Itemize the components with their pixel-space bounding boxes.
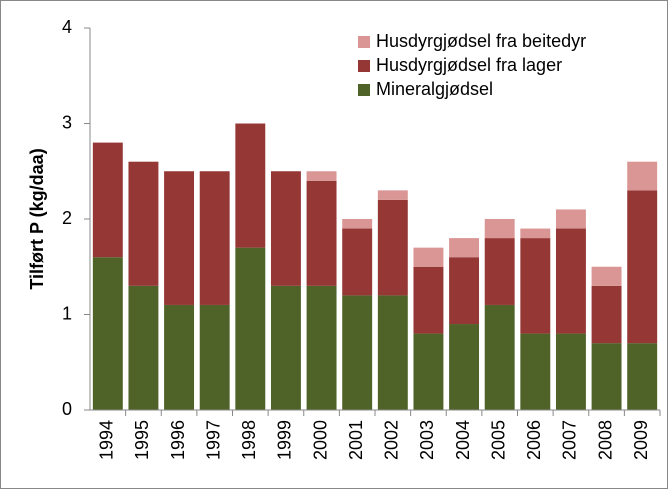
x-tick-label: 2004 — [453, 420, 473, 460]
bar-segment — [413, 247, 444, 267]
bar-segment — [413, 333, 444, 410]
bar-segment — [591, 343, 622, 410]
bar-segment — [92, 257, 123, 410]
bar-segment — [591, 266, 622, 286]
bar-segment — [627, 343, 658, 410]
bar-segment — [591, 285, 622, 344]
legend-label: Husdyrgjødsel fra beitedyr — [376, 31, 586, 51]
bar-segment — [555, 209, 586, 229]
x-tick-label: 2003 — [417, 420, 437, 460]
bar-segment — [484, 219, 515, 239]
bar-segment — [270, 171, 301, 286]
x-tick-label: 1999 — [275, 420, 295, 460]
x-tick-label: 2002 — [382, 420, 402, 460]
x-tick-label: 1998 — [239, 420, 259, 460]
x-tick-label: 2008 — [595, 420, 615, 460]
x-tick-label: 2007 — [560, 420, 580, 460]
bar-segment — [342, 219, 373, 229]
bar-segment — [342, 228, 373, 296]
bar-segment — [627, 190, 658, 344]
legend-swatch — [358, 84, 370, 96]
x-tick-label: 1997 — [203, 420, 223, 460]
bar-segment — [484, 238, 515, 305]
bar-segment — [128, 161, 159, 286]
bar-segment — [199, 304, 230, 410]
x-tick-label: 2006 — [524, 420, 544, 460]
legend-label: Husdyrgjødsel fra lager — [376, 55, 562, 75]
bar-segment — [235, 123, 266, 248]
y-tick-label: 2 — [62, 208, 72, 228]
bar-segment — [164, 171, 195, 305]
bar-segment — [413, 266, 444, 334]
bar-segment — [449, 238, 480, 258]
bar-segment — [449, 257, 480, 325]
bar-segment — [377, 295, 408, 410]
y-tick-label: 3 — [62, 112, 72, 132]
bar-segment — [449, 324, 480, 410]
bar-segment — [306, 285, 337, 410]
x-tick-label: 2000 — [310, 420, 330, 460]
x-tick-label: 2001 — [346, 420, 366, 460]
bar-segment — [520, 228, 551, 239]
x-tick-label: 1996 — [168, 420, 188, 460]
bar-segment — [520, 238, 551, 334]
bar-segment — [92, 142, 123, 258]
y-tick-label: 0 — [62, 399, 72, 419]
bar-segment — [377, 199, 408, 296]
bar-segment — [306, 171, 337, 181]
bar-segment — [627, 161, 658, 191]
bar-segment — [484, 304, 515, 410]
bar-segment — [270, 285, 301, 410]
bar-segment — [199, 171, 230, 305]
bar-segment — [164, 304, 195, 410]
legend-label: Mineralgjødsel — [376, 79, 493, 99]
x-tick-label: 2009 — [631, 420, 651, 460]
legend-swatch — [358, 60, 370, 72]
bar-segment — [377, 190, 408, 200]
x-tick-label: 1994 — [97, 420, 117, 460]
bar-segment — [555, 228, 586, 334]
legend-swatch — [358, 36, 370, 48]
y-tick-label: 4 — [62, 17, 72, 37]
bar-segment — [520, 333, 551, 410]
y-tick-label: 1 — [62, 303, 72, 323]
bar-segment — [342, 295, 373, 410]
bar-segment — [306, 180, 337, 286]
bar-segment — [555, 333, 586, 410]
x-tick-label: 2005 — [488, 420, 508, 460]
bar-segment — [235, 247, 266, 410]
y-axis-label: Tilført P (kg/daa) — [27, 148, 47, 289]
bar-segment — [128, 285, 159, 410]
x-tick-label: 1995 — [132, 420, 152, 460]
